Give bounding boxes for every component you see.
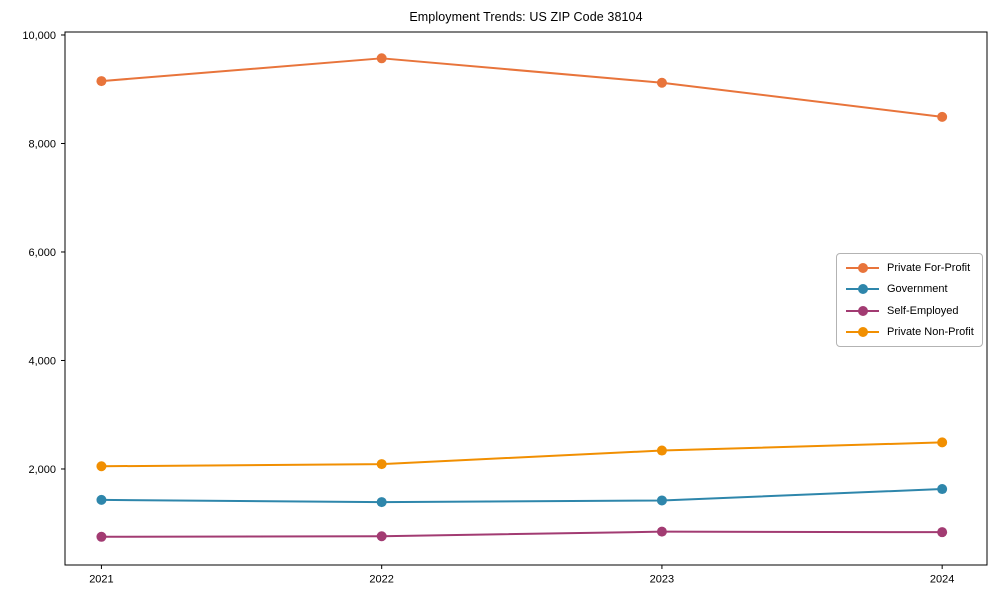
y-axis-tick-label: 10,000 xyxy=(22,30,56,42)
y-axis-tick-label: 6,000 xyxy=(28,247,56,259)
legend-label: Self-Employed xyxy=(887,304,959,317)
y-axis-tick-label: 4,000 xyxy=(28,355,56,367)
data-point-private-non-profit xyxy=(376,459,387,470)
y-axis-tick-label: 8,000 xyxy=(28,138,56,150)
data-point-private-non-profit xyxy=(937,437,948,448)
data-point-private-for-profit xyxy=(937,111,948,122)
data-point-government xyxy=(937,484,948,495)
legend-label: Private Non-Profit xyxy=(887,326,974,339)
plot-area-spines xyxy=(64,31,988,566)
data-point-self-employed xyxy=(937,527,948,538)
data-point-private-non-profit xyxy=(656,445,667,456)
data-point-private-for-profit xyxy=(656,77,667,88)
legend-item-self-employed: Self-Employed xyxy=(846,303,982,319)
data-point-government xyxy=(656,495,667,506)
legend-item-private-non-profit: Private Non-Profit xyxy=(846,324,982,340)
legend-item-private-for-profit: Private For-Profit xyxy=(846,260,982,276)
legend-marker-dot xyxy=(857,327,868,338)
legend-line-marker-swatch xyxy=(846,327,879,338)
legend-item-government: Government xyxy=(846,281,982,297)
legend: Private For-Profit Government Self-Employe… xyxy=(836,253,983,347)
legend-marker-dot xyxy=(857,305,868,316)
data-point-government xyxy=(376,497,387,508)
legend-line-marker-swatch xyxy=(846,262,879,273)
data-point-self-employed xyxy=(376,531,387,542)
data-point-private-non-profit xyxy=(96,461,107,472)
legend-line-marker-swatch xyxy=(846,284,879,295)
x-axis-tick-label: 2021 xyxy=(89,574,113,586)
x-axis-tick-label: 2024 xyxy=(930,574,954,586)
series-line-private-for-profit xyxy=(100,57,944,118)
legend-marker-dot xyxy=(857,284,868,295)
legend-label: Private For-Profit xyxy=(887,261,971,274)
series-line-government xyxy=(100,488,944,504)
series-line-self-employed xyxy=(100,530,944,538)
data-point-self-employed xyxy=(656,526,667,537)
data-point-private-for-profit xyxy=(376,53,387,64)
data-point-self-employed xyxy=(96,531,107,542)
legend-label: Government xyxy=(887,283,948,296)
legend-marker-dot xyxy=(857,262,868,273)
data-point-government xyxy=(96,494,107,505)
x-axis-tick-label: 2023 xyxy=(650,574,674,586)
x-axis-tick-label: 2022 xyxy=(369,574,393,586)
chart-title: Employment Trends: US ZIP Code 38104 xyxy=(409,10,643,24)
data-point-private-for-profit xyxy=(96,76,107,87)
series-line-private-non-profit xyxy=(100,441,944,468)
y-axis-tick-label: 2,000 xyxy=(28,464,56,476)
legend-line-marker-swatch xyxy=(846,305,879,316)
